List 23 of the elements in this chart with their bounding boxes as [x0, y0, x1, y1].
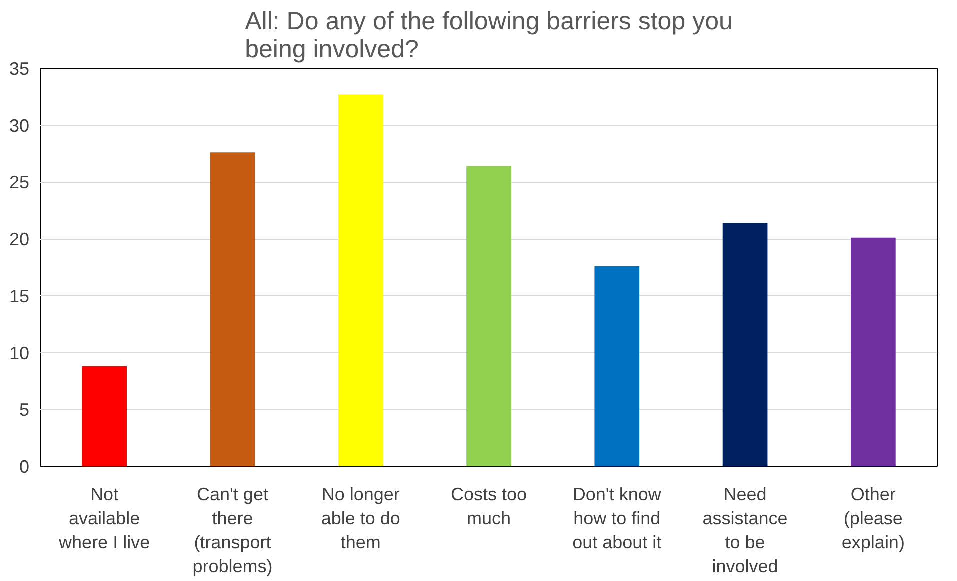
bar: [466, 166, 512, 466]
y-tick-label: 20: [9, 230, 30, 250]
x-tick-label: No longer able to do them: [321, 484, 400, 552]
x-tick-label: Other (please explain): [842, 484, 905, 552]
y-tick-label: 30: [9, 116, 30, 136]
y-tick-label: 35: [9, 59, 30, 79]
bar: [82, 366, 127, 466]
bar: [338, 94, 384, 466]
y-tick-label: 15: [9, 286, 30, 306]
bar: [594, 266, 640, 466]
y-tick-label: 25: [9, 172, 30, 193]
x-tick-label: Need assistance to be involved: [702, 484, 788, 576]
y-tick-label: 5: [19, 400, 30, 420]
bar: [210, 152, 256, 466]
bar: [851, 238, 896, 466]
chart-title: All: Do any of the following barriers stop you being involved?: [245, 8, 733, 64]
x-tick-label: Don't know how to find out about it: [572, 484, 662, 552]
x-tick-label: Not available where I live: [58, 484, 150, 552]
x-tick-label: Can't get there (transport problems): [192, 484, 273, 576]
y-tick-label: 0: [19, 457, 30, 477]
bar: [722, 223, 768, 466]
y-tick-label: 10: [9, 343, 30, 364]
x-tick-label: Costs too much: [450, 484, 528, 528]
